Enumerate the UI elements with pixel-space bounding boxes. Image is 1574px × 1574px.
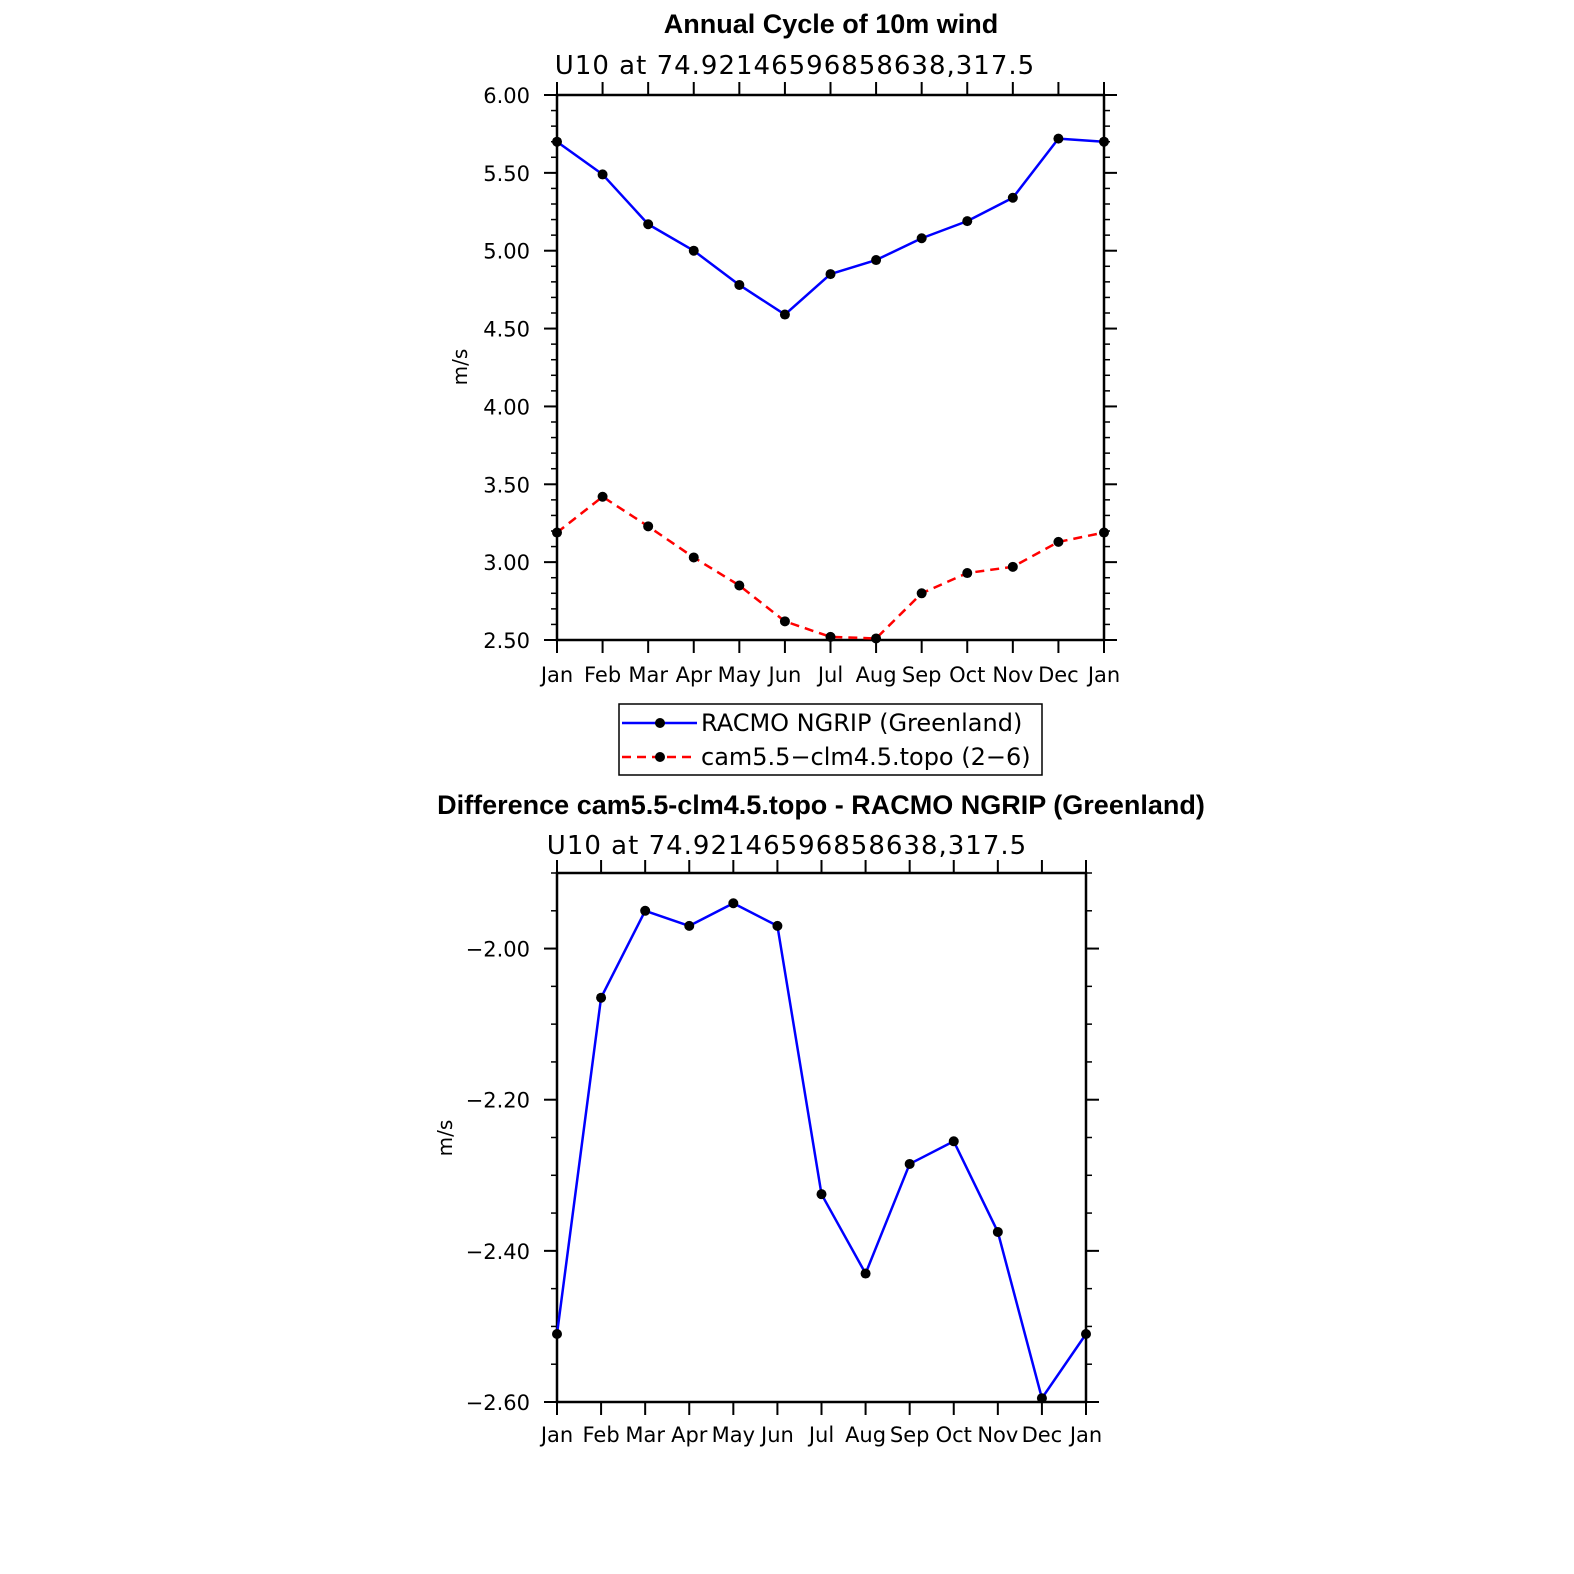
x-tick-label: Sep — [902, 663, 942, 687]
data-point — [948, 1136, 959, 1147]
x-tick-label: Apr — [676, 663, 713, 687]
data-point — [1036, 1393, 1047, 1404]
data-point — [825, 269, 836, 280]
legend-label-racmo: RACMO NGRIP (Greenland) — [701, 709, 1022, 737]
series-line-0 — [556, 137, 1105, 316]
data-point — [825, 631, 836, 642]
data-point — [916, 233, 927, 244]
data-point — [962, 216, 973, 227]
y-axis-label: m/s — [448, 349, 472, 386]
chart-subtitle: U10 at 74.92146596858638,317.5 — [547, 831, 1027, 861]
data-point — [552, 527, 562, 538]
data-point — [597, 169, 608, 180]
data-point — [1007, 192, 1018, 203]
data-point — [688, 552, 699, 563]
x-tick-label: Aug — [845, 1423, 886, 1447]
data-point — [779, 309, 790, 320]
data-point — [688, 245, 699, 256]
x-tick-label: Mar — [628, 663, 668, 687]
x-tick-label: Oct — [949, 663, 985, 687]
chart-title: Difference cam5.5-clm4.5.topo - RACMO NG… — [437, 790, 1205, 820]
plot-frame — [555, 93, 1106, 642]
x-tick-label: Jan — [1068, 1423, 1102, 1447]
y-tick-label: 3.50 — [483, 473, 530, 497]
chart-subtitle: U10 at 74.92146596858638,317.5 — [555, 51, 1035, 81]
y-tick-label: −2.60 — [466, 1391, 530, 1415]
plot-frame — [555, 871, 1088, 1404]
data-point — [916, 588, 927, 599]
data-point — [1053, 536, 1064, 547]
y-tick-label: −2.00 — [466, 938, 530, 962]
chart-difference: Difference cam5.5-clm4.5.topo - RACMO NG… — [433, 790, 1205, 1447]
data-point — [734, 279, 745, 290]
data-point — [1099, 527, 1109, 538]
chart-annual-cycle: Annual Cycle of 10m wind U10 at 74.92146… — [448, 9, 1120, 776]
series-line-0 — [555, 901, 1088, 1400]
data-point — [552, 1328, 562, 1339]
chart-title: Annual Cycle of 10m wind — [664, 9, 999, 39]
data-point — [684, 920, 695, 931]
data-point — [904, 1158, 915, 1169]
legend-box — [618, 703, 1043, 776]
data-point — [816, 1189, 827, 1200]
y-tick-label: −2.40 — [466, 1240, 530, 1264]
x-tick-label: Apr — [671, 1423, 708, 1447]
y-tick-label: 2.50 — [483, 629, 530, 653]
data-point — [962, 568, 973, 579]
data-point — [1007, 561, 1018, 572]
x-tick-label: Jan — [539, 663, 573, 687]
legend-label-cam: cam5.5−clm4.5.topo (2−6) — [701, 743, 1031, 771]
x-tick-label: Jul — [816, 663, 843, 687]
x-tick-label: May — [712, 1423, 755, 1447]
y-tick-label: 5.50 — [483, 162, 530, 186]
data-point — [992, 1226, 1003, 1237]
data-point — [1099, 136, 1109, 147]
plot-area: 2.50 3.00 3.50 4.00 4.50 5.00 5.50 6.00 Jan Feb Ma… — [483, 82, 1120, 687]
y-tick-label: 3.00 — [483, 551, 530, 575]
data-point — [552, 136, 562, 147]
x-tick-label: Oct — [936, 1423, 972, 1447]
y-tick-label: 6.00 — [483, 84, 530, 108]
y-axis-label: m/s — [433, 1120, 457, 1157]
series-line-1 — [556, 495, 1105, 640]
legend: RACMO NGRIP (Greenland) cam5.5−clm4.5.to… — [618, 703, 1043, 776]
data-point — [728, 898, 739, 909]
data-point — [640, 905, 651, 916]
legend-marker-racmo — [655, 718, 665, 728]
x-tick-label: May — [718, 663, 761, 687]
y-tick-label: −2.20 — [466, 1089, 530, 1113]
legend-marker-cam — [655, 752, 665, 762]
x-tick-label: Jan — [539, 1423, 573, 1447]
x-tick-label: Nov — [977, 1423, 1018, 1447]
plot-area: −2.60 −2.40 −2.20 −2.00 Jan Feb Mar Apr May Jun Ju… — [466, 860, 1102, 1447]
x-tick-label: Aug — [856, 663, 897, 687]
data-point — [1053, 133, 1064, 144]
y-tick-label: 4.00 — [483, 395, 530, 419]
data-point — [596, 992, 607, 1003]
y-tick-label: 4.50 — [483, 318, 530, 342]
data-point — [643, 219, 654, 230]
data-point — [772, 920, 783, 931]
x-tick-label: Sep — [890, 1423, 930, 1447]
x-tick-label: Nov — [992, 663, 1033, 687]
data-point — [871, 633, 882, 644]
data-point — [597, 491, 608, 502]
x-tick-label: Mar — [625, 1423, 665, 1447]
x-tick-label: Jun — [767, 663, 802, 687]
x-tick-label: Dec — [1022, 1423, 1063, 1447]
data-point — [1081, 1328, 1091, 1339]
data-point — [734, 580, 745, 591]
data-point — [779, 616, 790, 627]
data-point — [643, 521, 654, 532]
x-tick-label: Jan — [1086, 663, 1120, 687]
x-tick-label: Feb — [584, 663, 621, 687]
x-tick-label: Jul — [807, 1423, 834, 1447]
data-point — [871, 255, 882, 266]
x-tick-label: Dec — [1038, 663, 1079, 687]
x-tick-label: Feb — [582, 1423, 619, 1447]
x-tick-label: Jun — [759, 1423, 794, 1447]
data-point — [860, 1268, 871, 1279]
y-tick-label: 5.00 — [483, 240, 530, 264]
